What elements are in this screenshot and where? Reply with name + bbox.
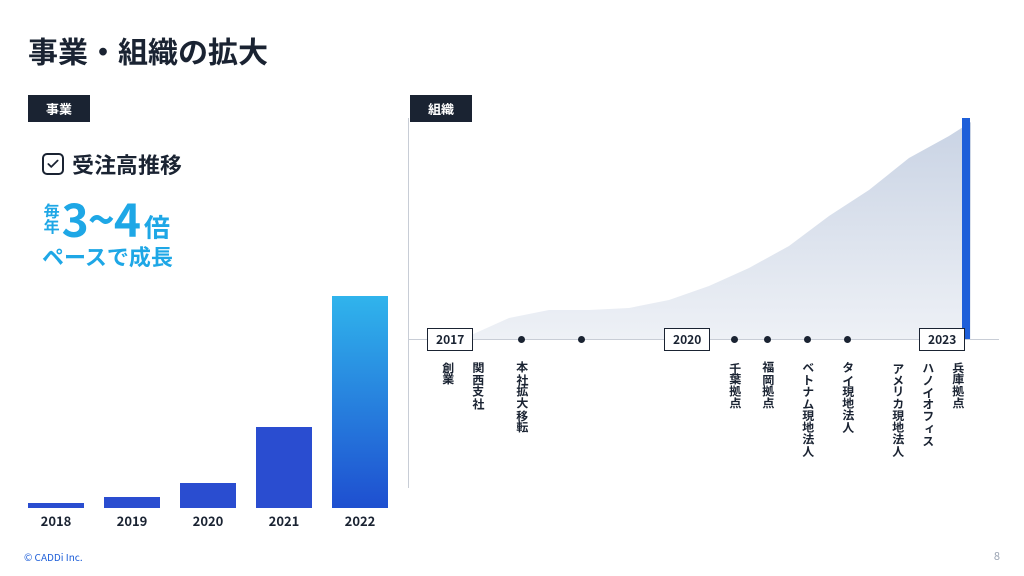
timeline-event-label: ベトナム現地法人: [799, 361, 816, 457]
bar: [104, 497, 160, 508]
page-title: 事業・組織の拡大: [28, 28, 268, 72]
bar-chart: 2018 2019 2020 2021 2022: [28, 290, 388, 530]
bar: [332, 296, 388, 508]
year-box: 2017: [427, 328, 473, 351]
timeline-event-label: 千葉拠点: [726, 361, 743, 409]
timeline-event-label: 兵庫拠点: [949, 361, 966, 409]
subheader-text: 受注高推移: [72, 148, 182, 180]
footer-copyright: © CADDi Inc.: [24, 549, 83, 564]
growth-prefix: 毎年: [42, 202, 60, 234]
timeline-dot: [764, 336, 771, 343]
end-bar: [962, 118, 970, 340]
bar: [28, 503, 84, 508]
bar: [180, 483, 236, 508]
timeline-panel: 2017 2020 2023 創業関西支社 本社拡大移転 千葉拠点福岡拠点 ベトナム現地法…: [408, 118, 998, 488]
timeline-event-label: 福岡拠点: [759, 361, 776, 409]
subheader-row: 受注高推移: [42, 148, 182, 180]
bar-xlabel: 2018: [28, 511, 84, 530]
timeline-event-label: アメリカ現地法人: [889, 361, 906, 457]
bar-xlabel: 2020: [180, 511, 236, 530]
timeline-dot: [804, 336, 811, 343]
growth-line2: ペースで成長: [42, 240, 173, 272]
bar-xlabel: 2019: [104, 511, 160, 530]
bar-xlabel: 2021: [256, 511, 312, 530]
year-box: 2020: [664, 328, 710, 351]
timeline-dot: [844, 336, 851, 343]
check-icon: [42, 153, 64, 175]
section-label-business: 事業: [28, 95, 90, 122]
timeline-dot: [578, 336, 585, 343]
timeline-event-label: 関西支社: [469, 361, 486, 409]
bar-xlabel: 2022: [332, 511, 388, 530]
timeline-event-label: タイ現地法人: [839, 361, 856, 433]
bar: [256, 427, 312, 508]
year-box: 2023: [919, 328, 965, 351]
timeline-dot: [731, 336, 738, 343]
timeline-event-label: ハノイオフィス: [919, 361, 936, 445]
page-number: 8: [994, 548, 1000, 564]
timeline-event-label: 本社拡大移転: [513, 361, 530, 433]
timeline-dot: [518, 336, 525, 343]
area-chart: [409, 118, 999, 348]
timeline-event-label: 創業: [439, 361, 456, 385]
